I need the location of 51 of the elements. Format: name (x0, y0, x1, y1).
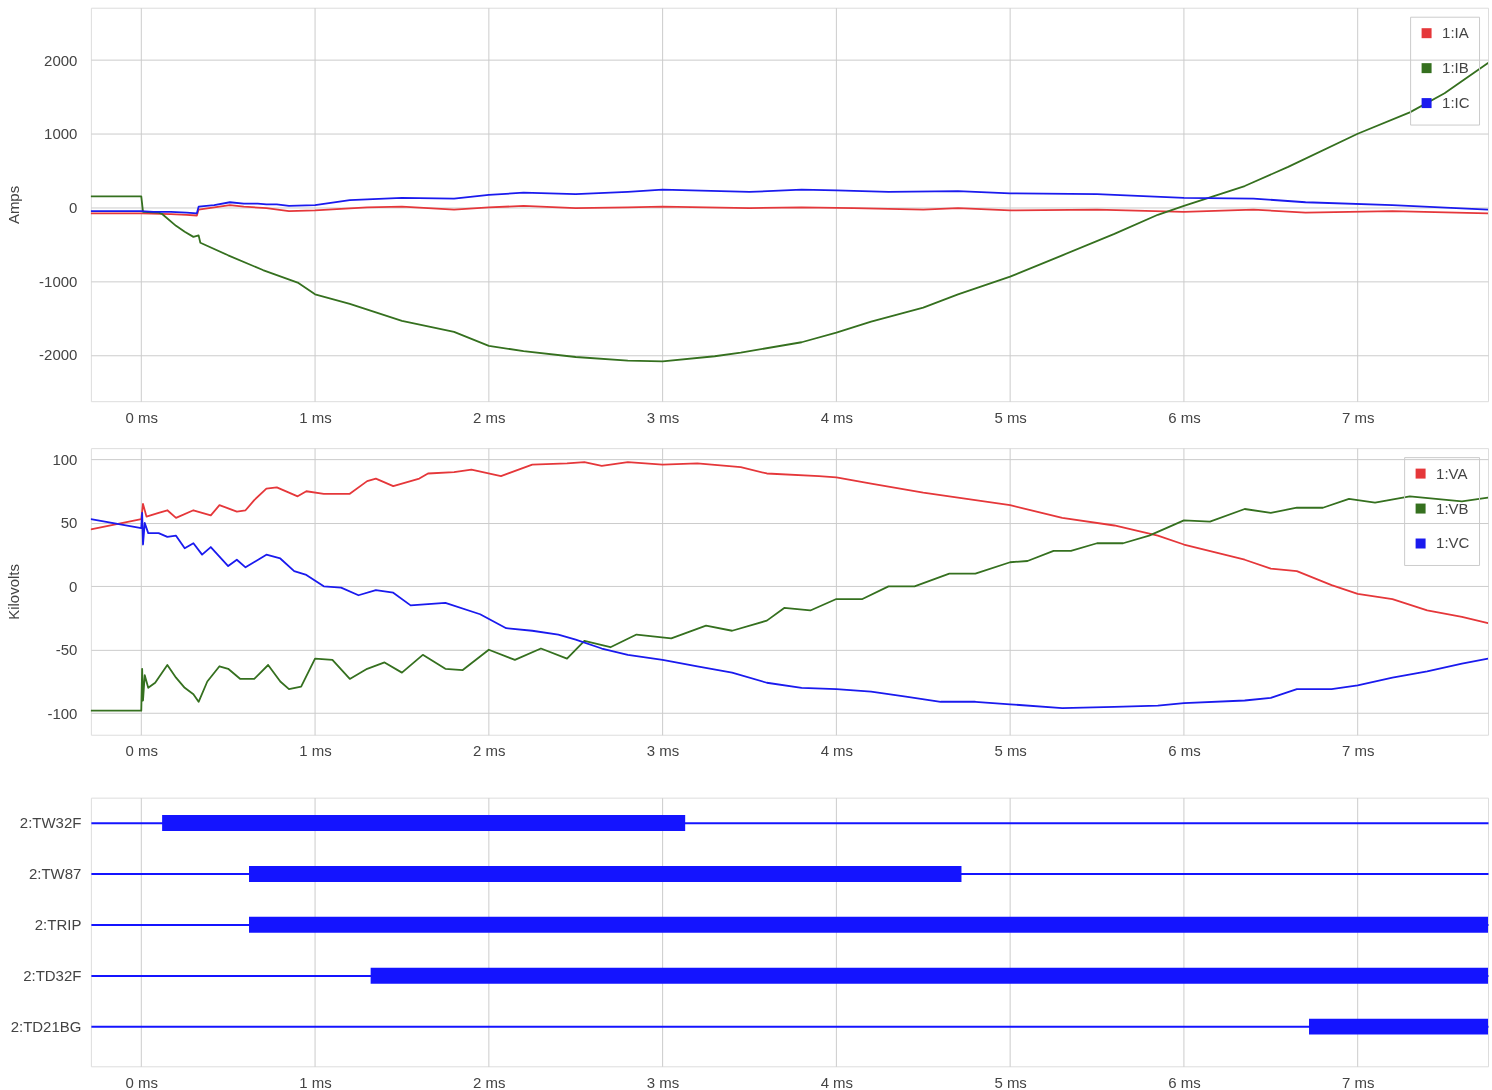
x-tick-label: 4 ms (820, 742, 854, 760)
y-axis-title: Amps (5, 185, 23, 225)
y-tick-label: 0 (69, 577, 78, 595)
line-series (90, 461, 1489, 625)
x-tick-label: 5 ms (994, 408, 1027, 426)
legend-label: 1:VA (1436, 464, 1468, 482)
x-tick-label: 2 ms (473, 742, 506, 760)
legend-label: 1:VB (1436, 499, 1469, 517)
x-tick-label: 6 ms (1168, 1073, 1201, 1090)
y-tick-label: 100 (52, 451, 78, 469)
line-series (90, 204, 1489, 217)
line-series (90, 188, 1489, 215)
x-tick-label: 4 ms (820, 408, 854, 426)
x-tick-label: 2 ms (473, 1073, 506, 1090)
x-tick-label: 0 ms (125, 408, 158, 426)
x-tick-label: 0 ms (125, 742, 158, 760)
x-tick-label: 7 ms (1341, 742, 1375, 760)
x-tick-label: 5 ms (994, 742, 1027, 760)
y-tick-label: 2:TD32F (23, 966, 82, 984)
x-tick-label: 7 ms (1341, 1073, 1375, 1090)
y-tick-label: 2:TW32F (19, 814, 82, 832)
x-tick-label: 3 ms (646, 1073, 680, 1090)
x-tick-label: 1 ms (299, 1073, 332, 1090)
y-tick-label: -2000 (39, 346, 78, 364)
x-tick-label: 5 ms (994, 1073, 1027, 1090)
x-tick-label: 3 ms (646, 742, 680, 760)
y-tick-label: 2:TD21BG (10, 1017, 82, 1035)
legend-label: 1:VC (1436, 534, 1470, 552)
legend-label: 1:IC (1442, 94, 1470, 112)
x-tick-label: 3 ms (646, 408, 680, 426)
y-tick-label: 2:TW87 (28, 864, 82, 882)
y-tick-label: -50 (55, 641, 78, 659)
y-tick-label: -100 (47, 704, 78, 722)
x-tick-label: 4 ms (820, 1073, 854, 1090)
y-axis-title: Kilovolts (5, 564, 23, 620)
legend-label: 1:IA (1442, 24, 1469, 42)
line-series (90, 62, 1489, 363)
x-tick-label: 1 ms (299, 408, 332, 426)
y-tick-label: 50 (60, 514, 78, 532)
y-tick-label: 2:TRIP (34, 915, 82, 933)
y-tick-label: 1000 (44, 125, 78, 143)
x-tick-label: 6 ms (1168, 742, 1201, 760)
y-tick-label: 0 (69, 198, 78, 216)
x-tick-label: 2 ms (473, 408, 506, 426)
y-tick-label: -1000 (39, 272, 78, 290)
x-tick-label: 6 ms (1168, 408, 1201, 426)
y-tick-label: 2000 (44, 51, 78, 69)
x-tick-label: 7 ms (1341, 408, 1375, 426)
x-tick-label: 1 ms (299, 742, 332, 760)
legend-label: 1:IB (1442, 59, 1469, 77)
x-tick-label: 0 ms (125, 1073, 158, 1090)
